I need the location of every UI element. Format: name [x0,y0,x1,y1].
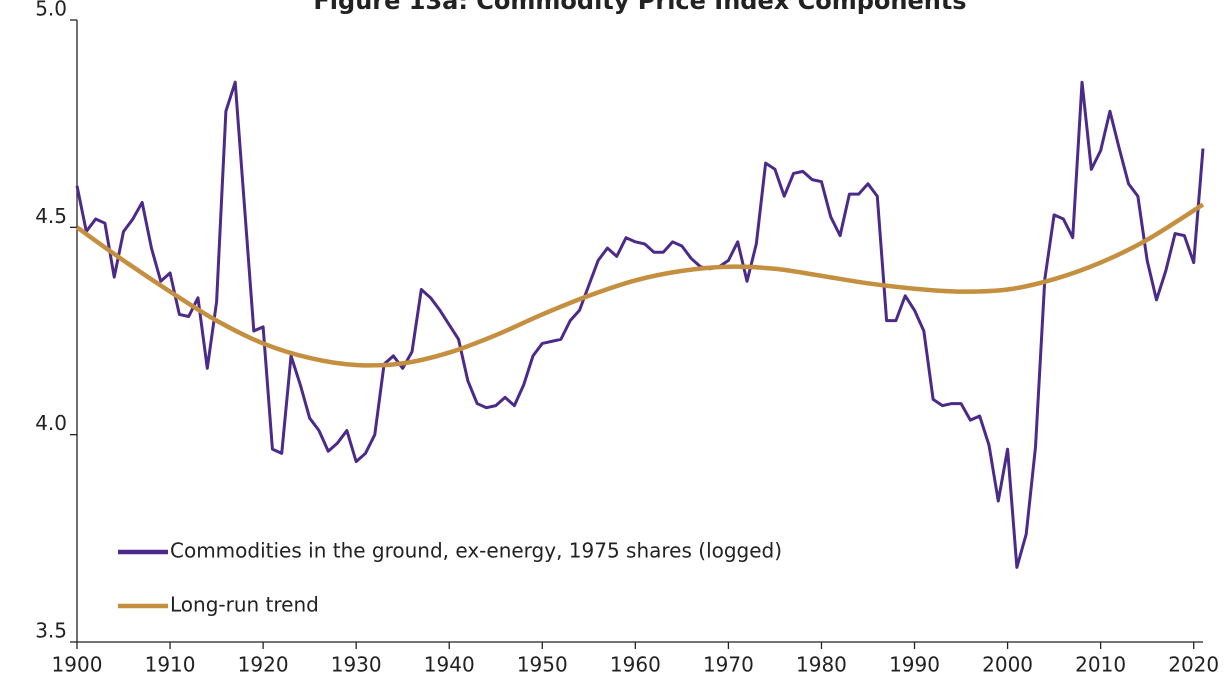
y-tick-label: 4.5 [35,204,67,228]
x-tick-label: 1940 [424,653,475,677]
x-tick-label: 2020 [1168,653,1219,677]
series-line [75,202,1205,368]
legend-label: Long-run trend [170,593,319,617]
legend-label: Commodities in the ground, ex-energy, 19… [170,539,782,563]
y-tick-label: 3.5 [35,619,67,643]
x-tick-label: 1930 [331,653,382,677]
x-tick-label: 1960 [610,653,661,677]
x-tick-label: 1970 [703,653,754,677]
x-tick-label: 1980 [796,653,847,677]
x-tick-label: 2010 [1075,653,1126,677]
y-tick-label: 4.0 [35,411,67,435]
x-tick-label: 1900 [52,653,103,677]
series-line [75,80,1205,569]
x-tick-label: 1920 [238,653,289,677]
x-tick-label: 1990 [889,653,940,677]
x-tick-label: 2000 [982,653,1033,677]
chart-title: Figure 13a: Commodity Price Index Compon… [313,0,966,15]
x-tick-label: 1910 [145,653,196,677]
x-tick-label: 1950 [517,653,568,677]
y-tick-label: 5.0 [35,0,67,21]
